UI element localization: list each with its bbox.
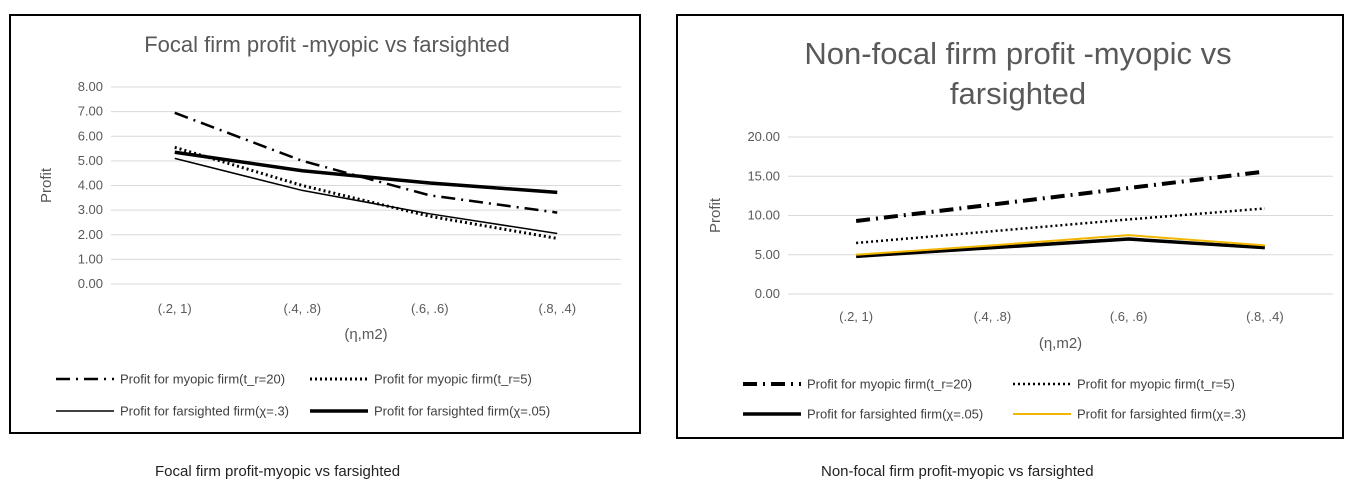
y-tick-label: 7.00: [78, 104, 103, 119]
y-tick-label: 2.00: [78, 227, 103, 242]
y-tick-label: 0.00: [755, 286, 780, 301]
legend-label: Profit for myopic firm(t_r=5): [1077, 377, 1235, 392]
x-tick-label: (.8, .4): [1246, 309, 1284, 324]
x-tick-label: (.2, 1): [839, 309, 873, 324]
y-tick-label: 0.00: [78, 276, 103, 291]
series-line: [174, 145, 558, 240]
y-tick-label: 3.00: [78, 202, 103, 217]
y-tick-label: 5.00: [78, 153, 103, 168]
chart-title: Non-focal firm profit -myopic vs farsigh…: [804, 36, 1232, 111]
series-line: [856, 237, 1265, 259]
x-tick-label: (.2, 1): [158, 301, 192, 316]
x-tick-label: (.6, .6): [411, 301, 449, 316]
y-tick-label: 20.00: [747, 129, 780, 144]
x-tick-label: (.6, .6): [1110, 309, 1148, 324]
legend-label: Profit for farsighted firm(χ=.3): [120, 404, 289, 419]
x-tick-label: (.4, .8): [974, 309, 1012, 324]
chart-svg-focal: 0.00 1.00 2.00 3.00 4.00 5.00 6.00 7.00 8.00 (.2,…: [38, 79, 621, 419]
y-tick-label: 6.00: [78, 128, 103, 143]
chart-svg-nonfocal: 0.00 5.00 10.00 15.00 20.00 (.2, 1) (.4, .8) (.…: [707, 129, 1333, 422]
series-line: [174, 157, 558, 235]
figure-caption-focal: Focal firm profit-myopic vs farsighted: [155, 463, 401, 480]
series-line: [174, 111, 558, 214]
series-line: [856, 234, 1265, 256]
legend-label: Profit for myopic firm(t_r=20): [807, 377, 972, 392]
legend-label: Profit for farsighted firm(χ=.3): [1077, 407, 1246, 422]
chart-title: Focal firm profit -myopic vs farsighted: [144, 32, 510, 57]
x-axis-label: (η,m2): [344, 326, 387, 343]
x-axis-label: (η,m2): [1039, 335, 1082, 352]
legend-label: Profit for farsighted firm(χ=.05): [807, 407, 983, 422]
series-line: [855, 169, 1266, 223]
y-tick-label: 1.00: [78, 251, 103, 266]
legend-label: Profit for myopic firm(t_r=20): [120, 372, 285, 387]
y-axis-label: Profit: [707, 197, 724, 233]
chart-panel-nonfocal: Non-focal firm profit -myopic vs farsigh…: [676, 14, 1344, 439]
series-line: [174, 150, 558, 195]
series-line: [856, 207, 1265, 245]
chart-panel-focal: Focal firm profit -myopic vs farsighted …: [9, 14, 641, 434]
x-tick-label: (.4, .8): [283, 301, 321, 316]
legend-label: Profit for farsighted firm(χ=.05): [374, 404, 550, 419]
y-tick-label: 4.00: [78, 178, 103, 193]
x-tick-label: (.8, .4): [538, 301, 576, 316]
figure-caption-nonfocal: Non-focal firm profit-myopic vs farsight…: [821, 463, 1094, 480]
legend-label: Profit for myopic firm(t_r=5): [374, 372, 532, 387]
y-axis-label: Profit: [38, 167, 55, 203]
y-tick-label: 15.00: [747, 168, 780, 183]
y-tick-label: 5.00: [755, 247, 780, 262]
y-tick-label: 10.00: [747, 208, 780, 223]
y-tick-label: 8.00: [78, 79, 103, 94]
